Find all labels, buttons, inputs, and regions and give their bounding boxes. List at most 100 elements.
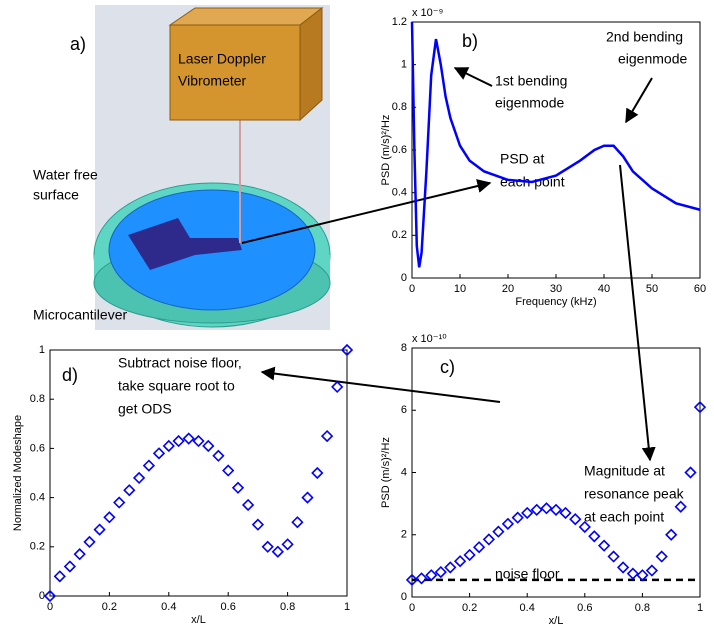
marker xyxy=(124,485,134,495)
x-tick-label: 30 xyxy=(550,283,562,295)
annotation: eigenmode xyxy=(495,95,564,111)
marker xyxy=(213,451,223,461)
x-axis-label: x/L xyxy=(191,614,206,626)
marker xyxy=(292,517,302,527)
marker xyxy=(484,534,494,544)
marker xyxy=(522,508,532,518)
x-tick-label: 20 xyxy=(502,283,514,295)
marker xyxy=(203,441,213,451)
annotation: 2nd bending xyxy=(606,29,683,45)
marker xyxy=(85,537,95,547)
marker xyxy=(104,512,114,522)
marker xyxy=(628,569,638,579)
marker xyxy=(253,520,263,530)
x-tick-label: 0 xyxy=(409,602,415,614)
marker xyxy=(551,505,561,515)
x-axis-label: x/L xyxy=(549,615,564,627)
marker xyxy=(570,514,580,524)
x-tick-label: 10 xyxy=(454,283,466,295)
annotation: eigenmode xyxy=(618,51,687,67)
x-tick-label: 50 xyxy=(646,283,658,295)
x-tick-label: 0.2 xyxy=(462,602,477,614)
marker xyxy=(465,550,475,560)
axis-multiplier: x 10⁻¹⁰ xyxy=(412,333,447,345)
marker xyxy=(283,539,293,549)
y-tick-label: 6 xyxy=(401,404,407,416)
y-tick-label: 0.4 xyxy=(392,187,407,199)
arrow xyxy=(626,78,652,122)
marker xyxy=(609,552,619,562)
marker xyxy=(223,466,233,476)
marker xyxy=(154,448,164,458)
x-tick-label: 0.6 xyxy=(577,602,592,614)
x-tick-label: 0.4 xyxy=(161,601,176,613)
marker xyxy=(273,547,283,557)
y-tick-label: 0 xyxy=(401,272,407,284)
x-tick-label: 0.2 xyxy=(102,601,117,613)
marker xyxy=(302,493,312,503)
marker xyxy=(618,562,628,572)
marker xyxy=(144,461,154,471)
marker xyxy=(513,513,523,523)
x-tick-label: 0.8 xyxy=(635,602,650,614)
x-axis-label: Frequency (kHz) xyxy=(515,296,596,308)
marker xyxy=(417,573,427,583)
marker xyxy=(263,542,273,552)
y-tick-label: 1.2 xyxy=(392,16,407,28)
y-tick-label: 0.8 xyxy=(30,393,45,405)
marker xyxy=(666,530,676,540)
marker xyxy=(657,552,667,562)
marker xyxy=(65,561,75,571)
marker xyxy=(243,500,253,510)
y-tick-label: 0.8 xyxy=(392,101,407,113)
y-tick-label: 4 xyxy=(401,466,407,478)
x-tick-label: 1 xyxy=(344,601,350,613)
arrow xyxy=(262,372,500,402)
marker xyxy=(436,567,446,577)
y-tick-label: 0.2 xyxy=(392,229,407,241)
marker xyxy=(114,498,124,508)
y-tick-label: 8 xyxy=(401,342,407,354)
annotation: Subtract noise floor, xyxy=(118,355,242,371)
annotation: 1st bending xyxy=(495,73,567,89)
y-tick-label: 0 xyxy=(401,591,407,603)
y-axis-label: PSD (m/s)²/Hz xyxy=(380,437,392,508)
marker xyxy=(233,483,243,493)
box-side xyxy=(300,8,322,120)
y-axis-label: Normalized Modeshape xyxy=(12,415,24,531)
marker xyxy=(647,566,657,576)
marker xyxy=(493,527,503,537)
marker xyxy=(589,531,599,541)
arrow xyxy=(620,165,650,460)
y-tick-label: 0.6 xyxy=(30,442,45,454)
marker xyxy=(55,571,65,581)
instrument-label: Laser Doppler xyxy=(178,51,266,67)
marker xyxy=(599,541,609,551)
surface-label: Water free xyxy=(33,167,98,183)
axis-multiplier: x 10⁻⁹ xyxy=(412,7,443,19)
y-tick-label: 1 xyxy=(401,59,407,71)
marker xyxy=(332,382,342,392)
x-tick-label: 0 xyxy=(409,283,415,295)
marker xyxy=(184,434,194,444)
marker xyxy=(445,562,455,572)
x-tick-label: 0.4 xyxy=(520,602,535,614)
x-tick-label: 0.6 xyxy=(221,601,236,613)
marker xyxy=(312,468,322,478)
marker xyxy=(95,525,105,535)
marker xyxy=(503,519,513,529)
y-tick-label: 0.2 xyxy=(30,541,45,553)
y-axis-label: PSD (m/s)²/Hz xyxy=(380,115,392,186)
x-tick-label: 1 xyxy=(697,602,703,614)
marker xyxy=(164,441,174,451)
annotation: at each point xyxy=(584,509,664,525)
marker xyxy=(561,508,571,518)
y-tick-label: 0.4 xyxy=(30,492,45,504)
x-tick-label: 0 xyxy=(47,601,53,613)
marker xyxy=(194,436,204,446)
marker xyxy=(474,542,484,552)
x-tick-label: 0.8 xyxy=(280,601,295,613)
marker xyxy=(676,502,686,512)
annotation: take square root to xyxy=(118,378,235,394)
annotation: PSD at xyxy=(500,151,544,167)
